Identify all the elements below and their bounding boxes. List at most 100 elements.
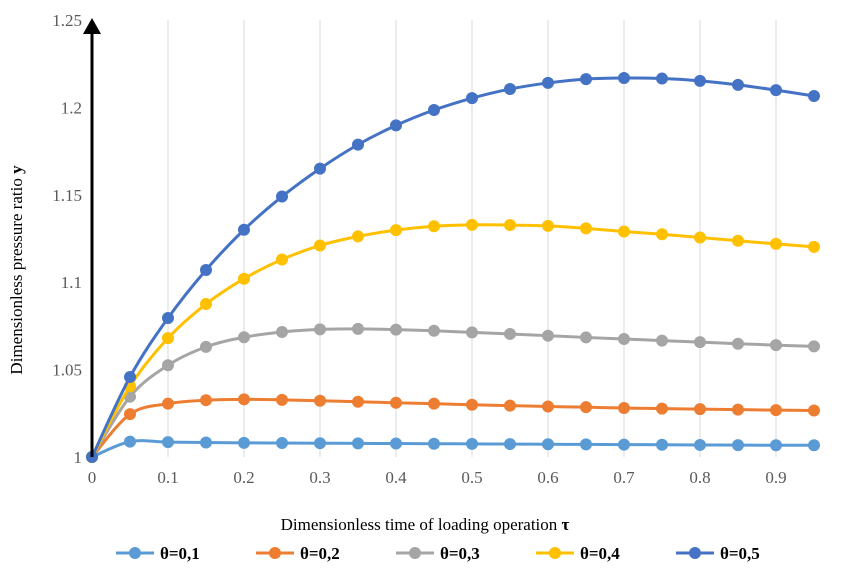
data-point <box>352 322 364 335</box>
data-point <box>504 438 516 451</box>
data-point <box>314 437 326 450</box>
legend-item: θ=0,5 <box>676 544 760 563</box>
data-point <box>466 92 478 105</box>
data-point <box>580 438 592 451</box>
y-tick-label: 1.05 <box>52 361 82 380</box>
data-point <box>352 437 364 450</box>
x-tick-label: 0.4 <box>385 468 407 487</box>
data-point <box>200 436 212 449</box>
data-point <box>200 298 212 311</box>
data-point <box>732 439 744 452</box>
data-point <box>466 437 478 450</box>
data-point <box>618 402 630 415</box>
data-point <box>314 323 326 336</box>
data-point <box>618 438 630 451</box>
data-point <box>504 399 516 412</box>
legend-item: θ=0,2 <box>256 544 340 563</box>
data-point <box>466 218 478 231</box>
legend-marker <box>689 547 701 559</box>
data-point <box>808 340 820 353</box>
legend-label: θ=0,3 <box>440 544 480 563</box>
x-tick-label: 0.3 <box>309 468 330 487</box>
data-point <box>390 119 402 132</box>
data-point <box>238 393 250 406</box>
legend-marker <box>269 547 281 559</box>
data-point <box>314 162 326 175</box>
data-point <box>542 438 554 451</box>
data-point <box>580 73 592 86</box>
data-point <box>390 396 402 409</box>
data-point <box>390 323 402 336</box>
series-layer <box>86 72 820 463</box>
data-point <box>352 230 364 243</box>
x-tick-label: 0 <box>88 468 97 487</box>
data-point <box>542 219 554 232</box>
y-tick-label: 1.25 <box>52 11 82 30</box>
x-tick-label: 0.7 <box>613 468 635 487</box>
data-point <box>352 138 364 151</box>
data-point <box>770 439 782 452</box>
y-axis-label: Dimensionless pressure ratio <box>7 178 26 374</box>
data-point <box>390 224 402 237</box>
data-point <box>808 90 820 103</box>
data-point <box>618 225 630 238</box>
data-point <box>162 312 174 325</box>
data-point <box>618 72 630 85</box>
y-tick-label: 1 <box>74 448 83 467</box>
data-point <box>352 395 364 408</box>
y-tick-label: 1.2 <box>61 98 82 117</box>
x-axis-label: Dimensionless time of loading operation <box>281 515 558 534</box>
data-point <box>200 394 212 407</box>
x-axis-title: Dimensionless time of loading operation … <box>281 515 570 534</box>
data-point <box>162 436 174 449</box>
data-point <box>238 331 250 344</box>
data-point <box>732 403 744 416</box>
data-point <box>124 435 136 448</box>
legend-label: θ=0,1 <box>160 544 200 563</box>
data-point <box>656 438 668 451</box>
data-point <box>504 83 516 96</box>
data-point <box>504 219 516 232</box>
data-point <box>162 332 174 345</box>
x-tick-label: 0.8 <box>689 468 710 487</box>
data-point <box>542 76 554 89</box>
legend-marker <box>129 547 141 559</box>
data-point <box>580 222 592 235</box>
data-point <box>200 263 212 276</box>
data-point <box>466 326 478 339</box>
gridlines <box>167 20 777 457</box>
data-point <box>162 359 174 372</box>
legend-marker <box>409 547 421 559</box>
data-point <box>276 326 288 339</box>
data-point <box>618 333 630 346</box>
data-point <box>580 331 592 344</box>
data-point <box>276 253 288 266</box>
data-point <box>694 438 706 451</box>
data-point <box>200 340 212 353</box>
x-tick-label: 0.1 <box>157 468 178 487</box>
x-axis-symbol: τ <box>562 515 570 534</box>
data-point <box>124 370 136 383</box>
legend-item: θ=0,4 <box>536 544 620 563</box>
data-point <box>428 437 440 450</box>
legend: θ=0,1 θ=0,2 θ=0,3 θ=0,4 θ=0,5 <box>116 544 760 563</box>
data-point <box>428 104 440 117</box>
data-point <box>656 72 668 85</box>
data-point <box>770 339 782 352</box>
data-point <box>694 74 706 87</box>
x-tick-label: 0.6 <box>537 468 558 487</box>
series-4 <box>86 218 820 463</box>
series-5 <box>86 72 820 463</box>
legend-item: θ=0,1 <box>116 544 200 563</box>
data-point <box>276 393 288 406</box>
x-tick-label: 0.9 <box>765 468 786 487</box>
series-1 <box>86 435 820 463</box>
series-2 <box>86 393 820 463</box>
data-point <box>656 228 668 241</box>
data-point <box>124 408 136 421</box>
legend-item: θ=0,3 <box>396 544 480 563</box>
y-tick-label: 1.1 <box>61 273 82 292</box>
data-point <box>808 404 820 417</box>
legend-label: θ=0,4 <box>580 544 620 563</box>
data-point <box>808 439 820 452</box>
